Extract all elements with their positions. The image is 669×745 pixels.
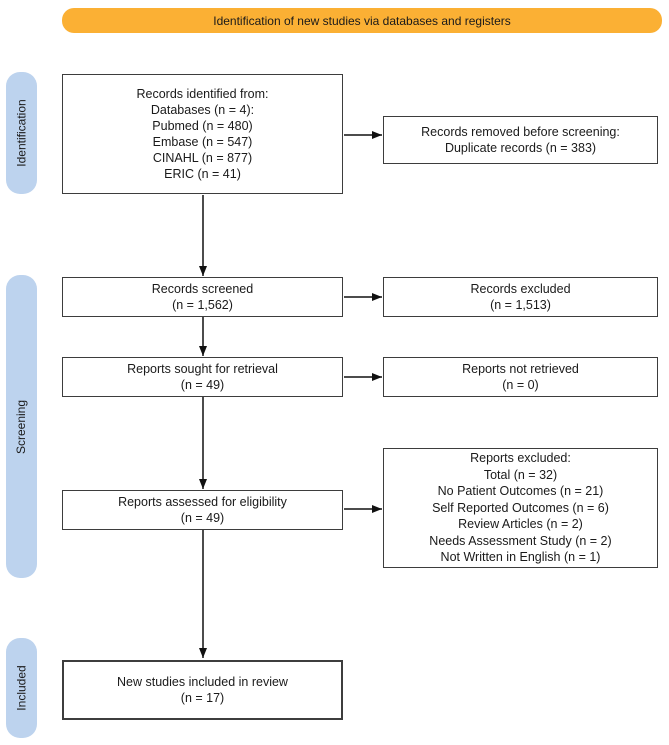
box-line: ERIC (n = 41) xyxy=(164,167,241,181)
box-line: No Patient Outcomes (n = 21) xyxy=(437,484,604,499)
box-line: (n = 49) xyxy=(180,511,225,525)
box-line: CINAHL (n = 877) xyxy=(152,151,253,165)
box-line: (n = 17) xyxy=(180,691,225,705)
box-line: Reports assessed for eligibility xyxy=(118,495,287,509)
box-line: Needs Assessment Study (n = 2) xyxy=(429,533,612,548)
box-records-excluded: Records excluded (n = 1,513) xyxy=(383,277,658,317)
stage-label-identification: Identification xyxy=(14,99,29,167)
stage-band-identification: Identification xyxy=(6,72,37,194)
box-line: Records identified from: xyxy=(136,87,269,101)
box-line: (n = 49) xyxy=(180,378,225,392)
box-line: Duplicate records (n = 383) xyxy=(444,141,597,155)
box-reports-sought-for-retrieval: Reports sought for retrieval (n = 49) xyxy=(62,357,343,397)
box-reports-assessed-for-eligibility: Reports assessed for eligibility (n = 49… xyxy=(62,490,343,530)
box-line: (n = 1,513) xyxy=(490,298,551,312)
box-line: Self Reported Outcomes (n = 6) xyxy=(432,500,609,515)
box-line: Records removed before screening: xyxy=(421,125,620,139)
box-records-screened: Records screened (n = 1,562) xyxy=(62,277,343,317)
box-line: New studies included in review xyxy=(117,675,288,689)
box-line: Reports not retrieved xyxy=(462,362,579,376)
box-line: Databases (n = 4): xyxy=(150,103,255,117)
box-line: Not Written in English (n = 1) xyxy=(440,550,601,565)
box-line: Records screened xyxy=(151,282,254,296)
box-line: (n = 1,562) xyxy=(172,298,233,312)
stage-band-included: Included xyxy=(6,638,37,738)
banner-label: Identification of new studies via databa… xyxy=(213,13,511,28)
box-new-studies-included-in-review: New studies included in review (n = 17) xyxy=(62,660,343,720)
stage-band-screening: Screening xyxy=(6,275,37,578)
stage-label-included: Included xyxy=(14,665,29,711)
stage-label-screening: Screening xyxy=(14,399,29,454)
box-line: (n = 0) xyxy=(502,378,539,392)
box-records-removed-before-screening: Records removed before screening: Duplic… xyxy=(383,116,658,164)
box-reports-excluded: Reports excluded: Total (n = 32) No Pati… xyxy=(383,448,658,568)
box-line: Reports sought for retrieval xyxy=(127,362,278,376)
box-line: Pubmed (n = 480) xyxy=(152,119,253,133)
banner-identification-via-databases: Identification of new studies via databa… xyxy=(62,8,662,33)
box-reports-not-retrieved: Reports not retrieved (n = 0) xyxy=(383,357,658,397)
box-line: Total (n = 32) xyxy=(483,467,558,482)
box-records-identified: Records identified from: Databases (n = … xyxy=(62,74,343,194)
box-line: Embase (n = 547) xyxy=(152,135,253,149)
box-line: Review Articles (n = 2) xyxy=(458,517,583,532)
box-line: Records excluded xyxy=(470,282,571,296)
box-line: Reports excluded: xyxy=(470,451,571,466)
